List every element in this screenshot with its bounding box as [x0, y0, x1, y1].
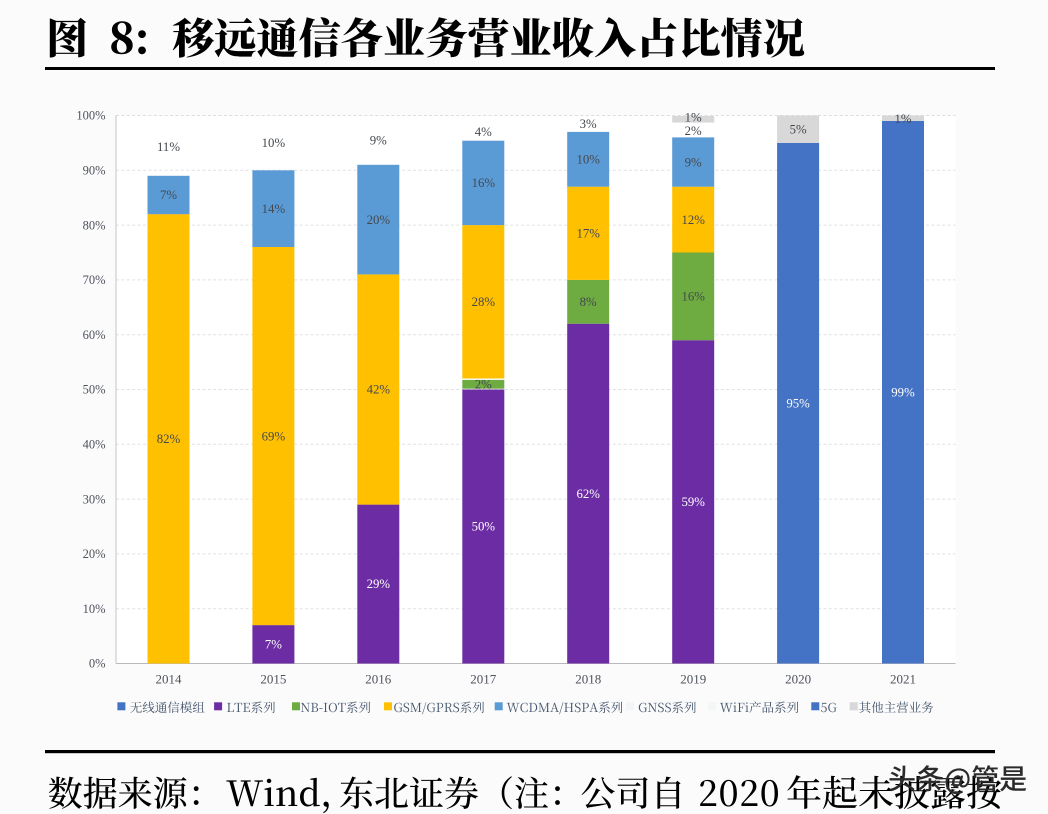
svg-text:90%: 90%	[83, 164, 106, 178]
svg-text:1%: 1%	[894, 112, 911, 126]
svg-text:16%: 16%	[472, 176, 496, 190]
svg-text:14%: 14%	[262, 202, 286, 216]
svg-text:40%: 40%	[83, 438, 106, 452]
svg-text:9%: 9%	[370, 133, 387, 147]
svg-text:16%: 16%	[681, 290, 705, 304]
svg-text:11%: 11%	[157, 140, 180, 154]
svg-text:42%: 42%	[367, 383, 391, 397]
svg-text:2016: 2016	[365, 672, 392, 687]
svg-text:4%: 4%	[475, 125, 492, 139]
svg-text:29%: 29%	[367, 577, 391, 591]
svg-text:10%: 10%	[262, 136, 286, 150]
svg-text:95%: 95%	[786, 396, 810, 410]
svg-text:59%: 59%	[681, 495, 705, 509]
svg-text:0%: 0%	[89, 657, 106, 671]
svg-text:100%: 100%	[76, 109, 105, 123]
svg-text:20%: 20%	[367, 213, 391, 227]
svg-text:9%: 9%	[685, 155, 702, 169]
svg-text:62%: 62%	[576, 487, 600, 501]
svg-text:60%: 60%	[83, 328, 106, 342]
svg-text:2015: 2015	[260, 672, 286, 687]
svg-text:8%: 8%	[580, 295, 597, 309]
svg-text:82%: 82%	[157, 432, 181, 446]
svg-text:50%: 50%	[472, 520, 496, 534]
svg-text:70%: 70%	[83, 273, 106, 287]
svg-text:5%: 5%	[790, 122, 807, 136]
svg-text:2018: 2018	[575, 672, 601, 687]
svg-text:2020: 2020	[785, 672, 811, 687]
svg-text:50%: 50%	[83, 383, 106, 397]
svg-text:12%: 12%	[681, 213, 705, 227]
svg-text:28%: 28%	[472, 295, 496, 309]
svg-text:2021: 2021	[890, 672, 916, 687]
svg-text:20%: 20%	[83, 547, 106, 561]
svg-text:2%: 2%	[685, 124, 702, 138]
svg-text:10%: 10%	[576, 153, 600, 167]
svg-text:2019: 2019	[680, 672, 706, 687]
svg-text:80%: 80%	[83, 218, 106, 232]
svg-text:7%: 7%	[265, 638, 282, 652]
svg-text:30%: 30%	[83, 492, 106, 506]
svg-text:2014: 2014	[156, 672, 183, 687]
svg-text:69%: 69%	[262, 429, 286, 443]
svg-text:1%: 1%	[685, 111, 702, 125]
svg-text:2%: 2%	[475, 378, 492, 392]
svg-text:3%: 3%	[580, 117, 597, 131]
svg-text:99%: 99%	[891, 385, 915, 399]
svg-text:10%: 10%	[83, 602, 106, 616]
svg-text:17%: 17%	[576, 227, 600, 241]
svg-text:2017: 2017	[470, 672, 497, 687]
svg-text:7%: 7%	[160, 188, 177, 202]
